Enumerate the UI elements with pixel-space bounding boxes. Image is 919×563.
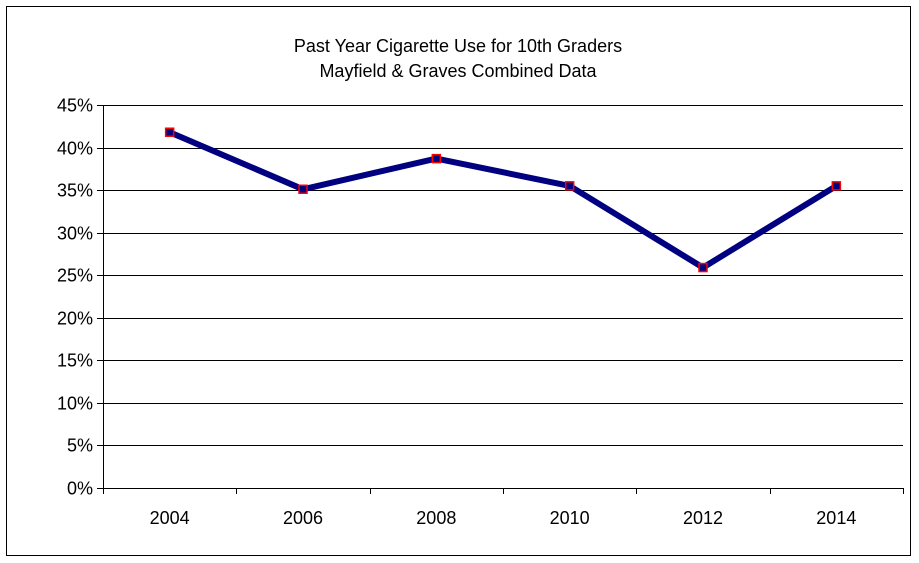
x-tick-label: 2006: [283, 508, 323, 528]
data-series: [168, 129, 838, 272]
x-tick-label: 2014: [816, 508, 856, 528]
y-tick-label: 45%: [57, 96, 93, 116]
y-tick-label: 30%: [57, 224, 93, 244]
x-tick-label: 2010: [550, 508, 590, 528]
data-point-marker: [431, 153, 442, 164]
data-markers: [164, 127, 842, 273]
y-tick-label: 10%: [57, 394, 93, 414]
x-tick-label: 2012: [683, 508, 723, 528]
y-tick-label: 0%: [67, 479, 93, 499]
x-axis-tick-labels: 2004 2006 2008 2010 2012 2014: [150, 508, 857, 528]
data-point-marker: [164, 127, 175, 137]
y-tick-label: 20%: [57, 309, 93, 329]
chart-title: Past Year Cigarette Use for 10th Graders: [294, 36, 622, 56]
y-tick-label: 35%: [57, 181, 93, 201]
data-point-marker: [298, 184, 308, 195]
chart-frame: [6, 6, 911, 556]
gridlines: [103, 105, 903, 446]
data-point-marker: [698, 262, 708, 273]
axes: [97, 105, 904, 494]
y-tick-label: 40%: [57, 139, 93, 159]
data-point-marker: [831, 181, 842, 191]
y-tick-label: 25%: [57, 266, 93, 286]
y-axis-tick-labels: 0% 5% 10% 15% 20% 25% 30% 35% 40% 45%: [57, 96, 93, 499]
series-line: [168, 129, 838, 272]
x-tick-label: 2008: [416, 508, 456, 528]
chart-subtitle: Mayfield & Graves Combined Data: [319, 61, 597, 81]
data-point-marker: [564, 181, 575, 191]
x-tick-label: 2004: [150, 508, 190, 528]
y-tick-label: 5%: [67, 436, 93, 456]
y-tick-label: 15%: [57, 351, 93, 371]
